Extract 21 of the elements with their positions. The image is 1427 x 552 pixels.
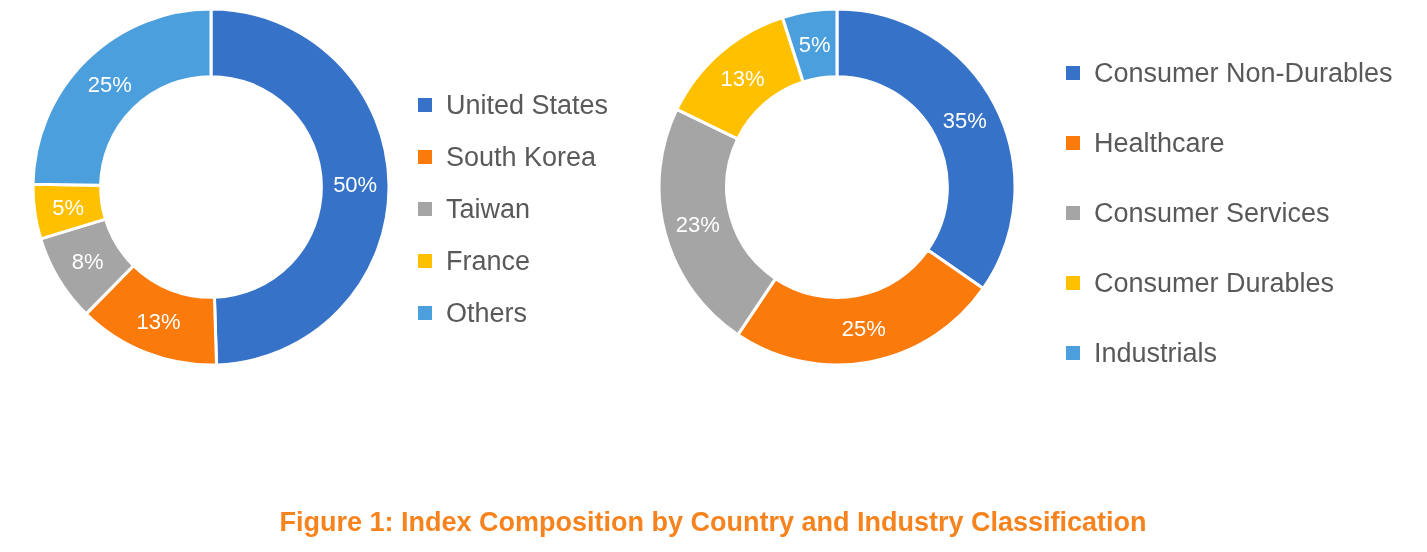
legend-label: Consumer Non-Durables	[1094, 58, 1393, 89]
legend-label: Consumer Durables	[1094, 268, 1335, 299]
data-label: 50%	[333, 172, 378, 198]
legend-label: South Korea	[446, 142, 598, 173]
data-label: 13%	[720, 65, 765, 91]
legend-label: Others	[446, 298, 528, 329]
legend-label: Taiwan	[446, 194, 531, 225]
legend-label: Industrials	[1094, 338, 1218, 369]
data-label: 5%	[52, 194, 85, 220]
data-label: 25%	[87, 71, 132, 97]
data-label: 8%	[71, 249, 104, 275]
data-label: 25%	[841, 316, 886, 342]
data-label: 13%	[136, 308, 181, 334]
legend-label: United States	[446, 90, 609, 121]
legend-label: France	[446, 246, 531, 277]
data-label: 35%	[942, 107, 987, 133]
data-label: 23%	[675, 212, 720, 238]
legend-label: Healthcare	[1094, 128, 1225, 159]
data-label: 5%	[798, 32, 831, 58]
legend-label: Consumer Services	[1094, 198, 1330, 229]
text: Figure 1: Index Composition by Country and Industry Classification	[279, 507, 1147, 538]
